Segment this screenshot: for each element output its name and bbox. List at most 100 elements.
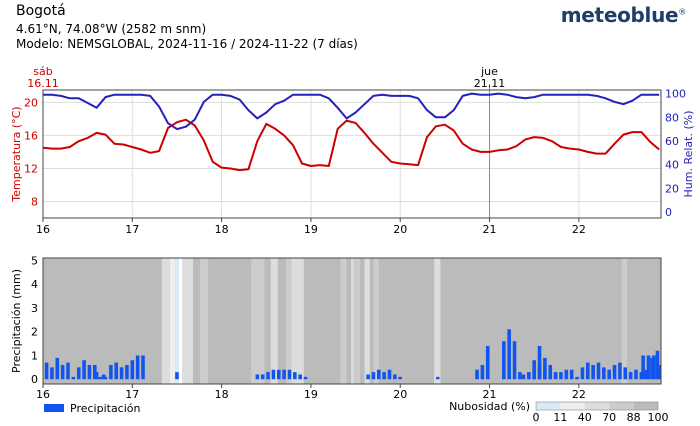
cloud-band: [373, 258, 379, 384]
x-tick-label: 19: [304, 388, 318, 401]
precipitation-bar: [607, 369, 611, 380]
precipitation-bar: [518, 372, 522, 380]
x-tick-label: 21: [483, 388, 497, 401]
meteoblue-logo[interactable]: meteoblue®: [560, 3, 687, 27]
cloud-band: [200, 258, 209, 384]
location-title: Bogotá: [16, 3, 66, 19]
precipitation-bar: [87, 364, 92, 380]
precipitation-bar: [109, 364, 113, 380]
y-right-tick-label: 100: [665, 88, 686, 101]
colorbar-tick-label: 0: [533, 411, 540, 424]
precipitation-bar: [255, 374, 260, 380]
precipitation-bar: [60, 364, 65, 380]
precipitation-bar: [596, 362, 601, 380]
brand-name: meteoblue: [560, 3, 679, 27]
colorbar-tick-label: 100: [648, 411, 669, 424]
cloud-band: [340, 258, 347, 384]
cloud-band: [364, 258, 370, 384]
y-left-tick-label: 8: [31, 195, 38, 208]
x-tick-label: 22: [572, 223, 586, 236]
precipitation-bar: [298, 374, 302, 380]
day-marker-date: 21.11: [474, 77, 506, 90]
colorbar-segment: [536, 402, 561, 410]
day-marker-date: 16.11: [27, 77, 59, 90]
precipitation-bar: [612, 364, 617, 380]
precipitation-bar: [282, 369, 286, 380]
precipitation-bar: [271, 369, 276, 380]
precipitation-bar: [521, 374, 526, 380]
precipitation-bar: [569, 369, 574, 380]
precipitation-bar: [657, 364, 661, 380]
brand-mark: ®: [678, 7, 686, 17]
precipitation-bar: [537, 345, 542, 380]
precipitation-bar: [119, 367, 124, 380]
precipitation-bar: [512, 341, 517, 380]
cloud-band: [175, 258, 179, 384]
precipitation-bar: [393, 374, 397, 380]
precipitation-bar: [553, 372, 558, 380]
legend-label-precipitation: Precipitación: [70, 402, 141, 415]
y-tick-label: 0: [31, 373, 38, 386]
y-tick-label: 3: [31, 302, 38, 315]
precipitation-bar: [652, 355, 656, 380]
precipitation-bar: [623, 367, 628, 380]
precipitation-bar: [559, 372, 563, 380]
precipitation-bar: [98, 376, 102, 380]
precipitation-bar: [435, 376, 440, 380]
x-tick-label: 20: [393, 388, 407, 401]
plot-border: [42, 89, 662, 219]
x-tick-label: 22: [572, 388, 586, 401]
y-right-tick-label: 0: [665, 206, 672, 219]
precipitation-bar: [548, 364, 553, 380]
y-left-tick-label: 12: [24, 162, 38, 175]
precipitation-bar: [93, 364, 97, 380]
precipitation-bar: [591, 364, 595, 380]
precipitation-bar: [537, 364, 542, 380]
precipitation-bar: [287, 369, 292, 380]
precipitation-bar: [641, 355, 645, 380]
precipitation-bar: [266, 372, 270, 380]
cloud-band: [169, 258, 176, 384]
coordinates-text: 4.61°N, 74.08°W (2582 m snm): [16, 22, 207, 36]
y-right-axis-label: Hum. Relat. (%): [682, 110, 695, 197]
colorbar-tick-label: 70: [602, 411, 616, 424]
colorbar-segment: [560, 402, 585, 410]
cloud-band: [270, 258, 278, 384]
precipitation-bar: [82, 360, 86, 380]
precipitation-bar: [475, 369, 479, 380]
precipitation-bar: [502, 341, 506, 380]
plot-border: [42, 257, 662, 385]
y-right-tick-label: 60: [665, 135, 679, 148]
precipitation-bar: [580, 367, 585, 380]
temperature-humidity-chart: 16 17 18 19 20 21 22 8 12 16 20 0 20 40 60 80 100 Tempera…: [10, 65, 695, 236]
temperature-line: [42, 118, 660, 172]
colorbar-tick-label: 88: [627, 411, 641, 424]
precipitation-bar: [387, 369, 392, 380]
cloud-band: [434, 258, 441, 384]
y-right-tick-label: 40: [665, 159, 679, 172]
precipitation-bar: [135, 355, 140, 380]
y-axis-label: Precipitación (mm): [10, 269, 23, 373]
precipitation-bar: [141, 355, 145, 380]
precipitation-bar: [564, 369, 569, 380]
precipitation-bar: [44, 362, 49, 380]
precipitation-bar: [76, 367, 81, 380]
cloud-band: [353, 258, 361, 384]
precipitation-bar: [260, 374, 265, 380]
precipitation-bar: [585, 362, 590, 380]
precipitation-bar: [646, 355, 651, 380]
precipitation-bar: [398, 376, 403, 380]
colorbar-segment: [584, 402, 610, 410]
x-tick-label: 17: [125, 223, 139, 236]
precipitation-bar: [50, 367, 54, 380]
cloud-band: [178, 258, 183, 384]
precipitation-bar: [130, 360, 135, 380]
precipitation-bar: [618, 362, 622, 380]
colorbar-tick-label: 40: [578, 411, 592, 424]
colorbar-segment: [609, 402, 634, 410]
precipitation-bar: [485, 345, 490, 380]
colorbar-label: Nubosidad (%): [449, 400, 530, 413]
precipitation-bar: [71, 376, 76, 380]
colorbar-segment: [633, 402, 658, 410]
